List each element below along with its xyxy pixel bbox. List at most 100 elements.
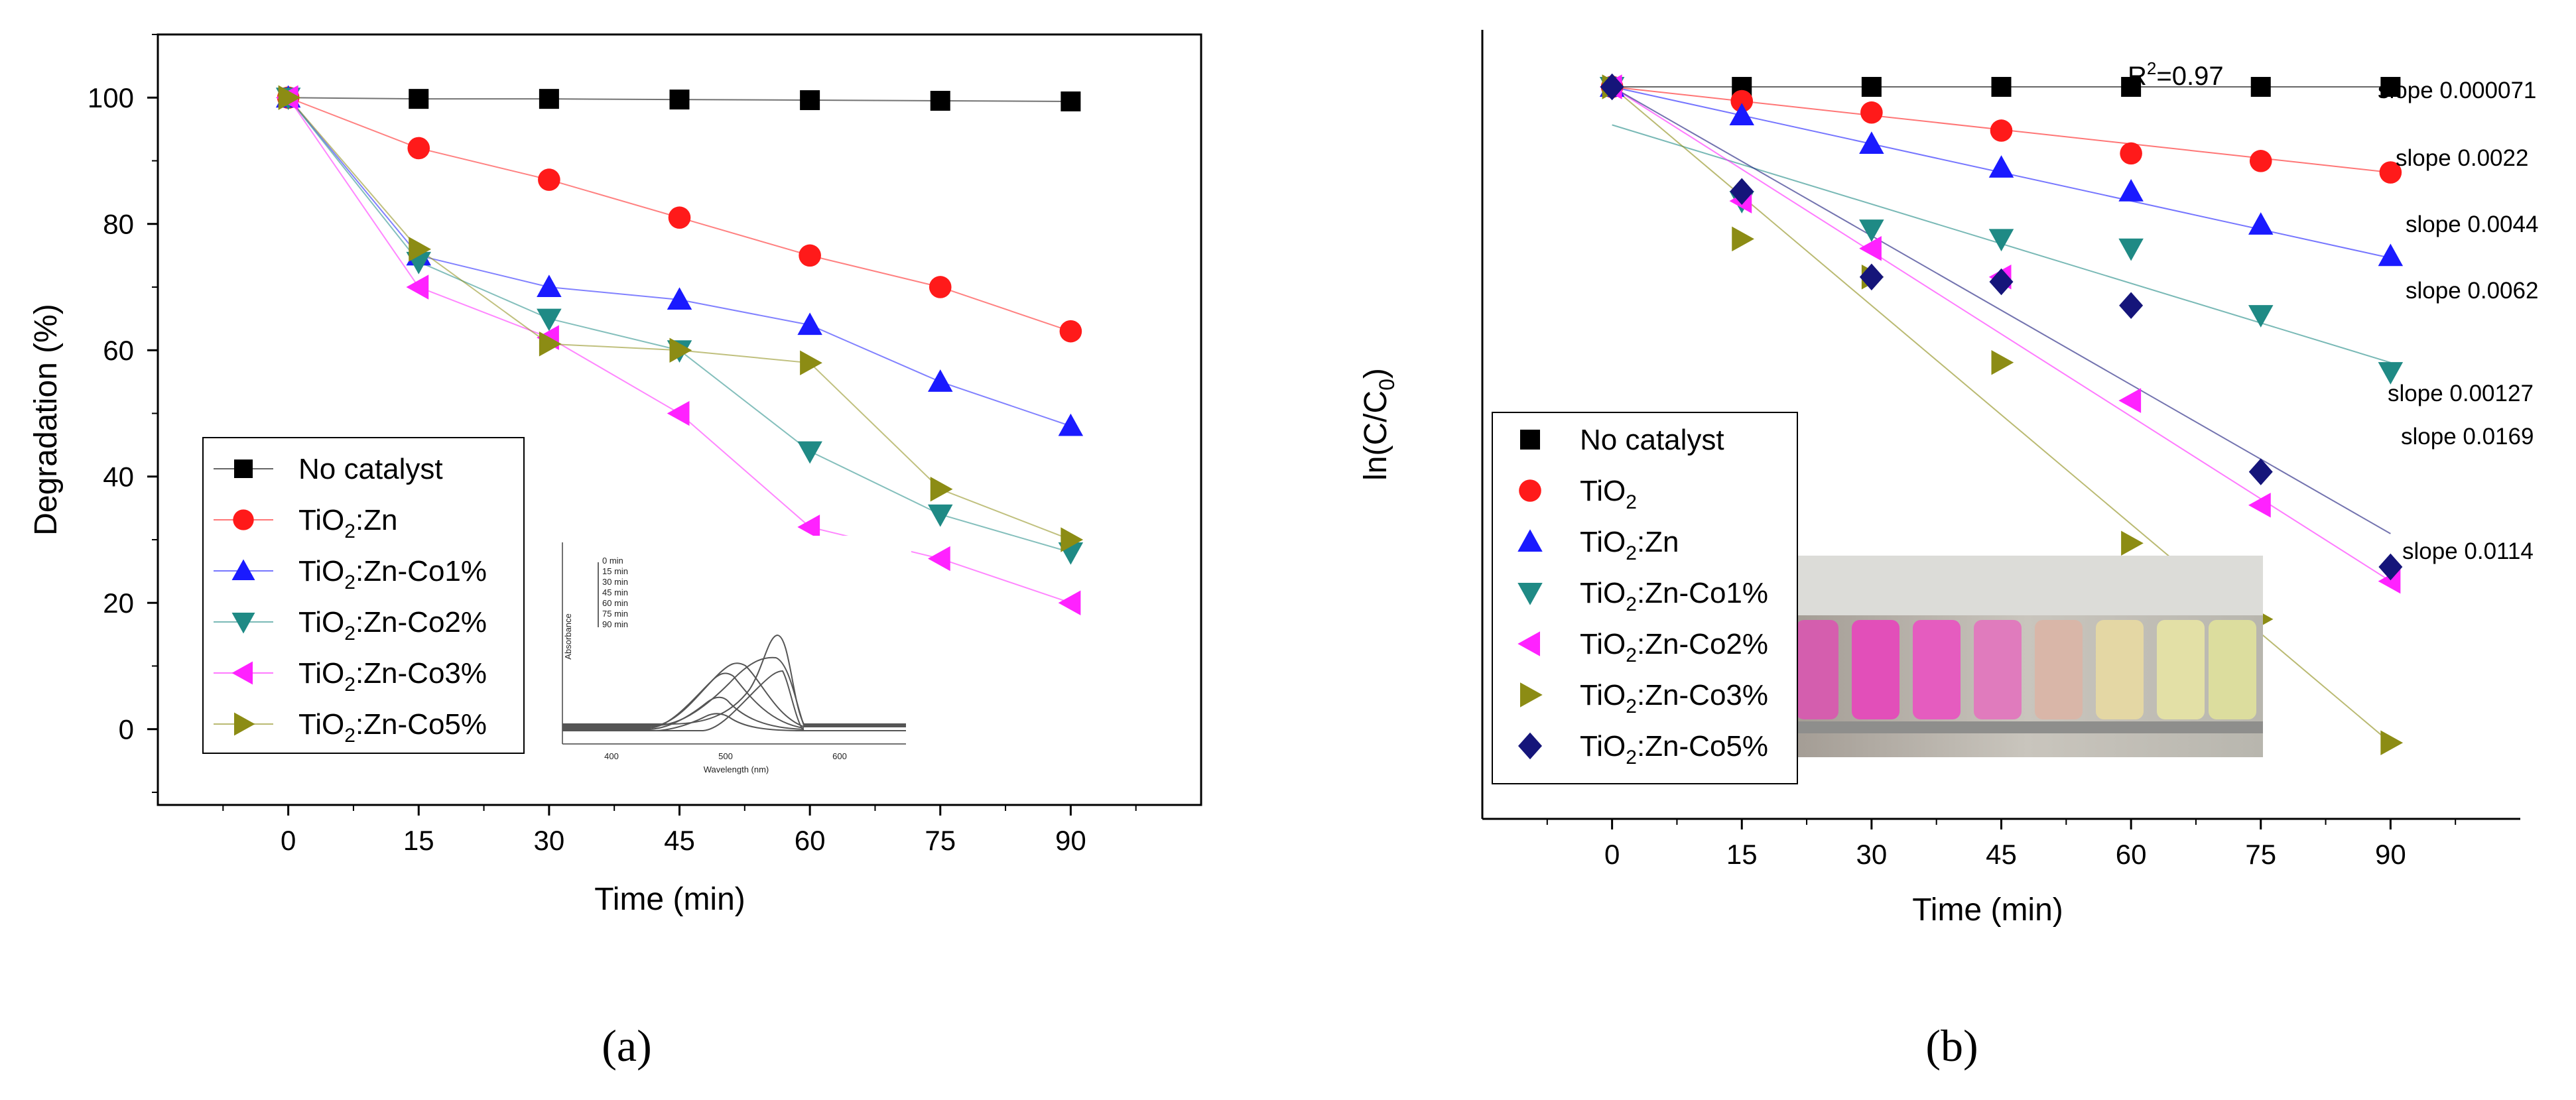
vial-8 (2209, 620, 2256, 719)
legend-label-b-2: TiO2:Zn (1580, 526, 1679, 564)
data-point-a-2-3 (667, 287, 692, 310)
data-point-a-4-5 (928, 546, 950, 572)
slope-label-3: slope 0.0062 (2406, 278, 2538, 304)
legend-a: No catalyst TiO2:Zn TiO2:Zn-Co1% TiO2:Zn-Co… (202, 437, 525, 754)
inset-xtick-500: 500 (718, 751, 733, 761)
x-tick-label-a: 60 (795, 825, 826, 856)
data-point-b-3-2 (1859, 219, 1884, 242)
data-point-a-0-3 (669, 90, 690, 110)
data-point-a-3-4 (797, 441, 822, 464)
vial-4 (1974, 620, 2022, 719)
data-point-a-2-4 (797, 312, 822, 336)
panel-label-b: (b) (1925, 1020, 1978, 1071)
legend-marker-a-1 (233, 509, 254, 530)
data-point-a-1-1 (407, 137, 430, 160)
photo-vials (1796, 620, 2256, 719)
legend-marker-a-3 (231, 613, 255, 634)
r-squared-annotation: R2=0.97 (2128, 58, 2224, 91)
data-point-a-0-5 (930, 91, 950, 111)
data-point-a-4-6 (1058, 590, 1081, 615)
data-point-a-0-1 (409, 89, 429, 109)
legend-label-a-5: TiO2:Zn-Co5% (298, 708, 487, 747)
legend-marker-a-2 (231, 559, 255, 580)
y-tick-label-a: 0 (119, 714, 134, 745)
data-point-b-6-1 (1730, 178, 1754, 205)
data-point-b-0-5 (2250, 77, 2271, 97)
slope-label-0: slope 0.000071 (2378, 78, 2536, 103)
data-point-b-0-4 (2121, 77, 2142, 97)
axes-a: 0 15 30 45 60 75 90 0 20 40 60 80 100 (88, 34, 1137, 856)
data-point-b-5-3 (1991, 350, 2014, 375)
legend-marker-a-0 (234, 459, 253, 478)
legend-marker-a-5 (234, 712, 255, 736)
data-point-a-4-4 (797, 515, 820, 540)
legend-marker-b-2 (1517, 529, 1543, 552)
data-point-a-4-1 (406, 275, 429, 300)
data-point-b-2-5 (2248, 212, 2274, 235)
data-point-b-4-5 (2248, 493, 2271, 518)
y-tick-label-a: 80 (103, 209, 134, 240)
data-point-b-5-6 (2380, 730, 2404, 756)
data-point-b-3-6 (2378, 362, 2404, 385)
inset-legend-5: 75 min (602, 609, 628, 619)
data-point-a-1-4 (799, 244, 821, 267)
x-tick-label-a: 15 (403, 825, 434, 856)
data-point-b-0-6 (2380, 77, 2401, 97)
legend-marker-b-1 (1519, 479, 1541, 502)
data-point-b-0-2 (1861, 77, 1882, 97)
legend-box-a (202, 437, 525, 754)
data-point-a-5-5 (930, 477, 953, 502)
inset-legend-2: 30 min (602, 577, 628, 587)
inset-spectrum: Absorbance Wavelength (nm) 400 500 600 0… (556, 536, 911, 786)
data-point-a-2-5 (928, 369, 953, 392)
x-tick-label-b: 60 (2116, 839, 2147, 870)
inset-background (556, 536, 911, 786)
data-point-b-3-4 (2118, 238, 2144, 261)
photo-rack-bar (1791, 721, 2263, 733)
y-tick-label-a: 60 (103, 335, 134, 366)
data-point-b-2-6 (2378, 243, 2404, 267)
x-tick-label-b: 30 (1856, 839, 1888, 870)
data-point-b-3-3 (1988, 229, 2014, 252)
legend-label-a-3: TiO2:Zn-Co2% (298, 606, 487, 644)
legend-marker-a-4 (231, 661, 253, 685)
series-line-a-2 (287, 97, 1071, 427)
x-axis-title-a: Time (min) (594, 882, 745, 917)
data-point-b-3-5 (2248, 305, 2274, 328)
data-point-a-2-2 (537, 275, 562, 297)
panel-label-a: (a) (602, 1020, 651, 1071)
vial-5 (2035, 620, 2083, 719)
data-point-b-5-1 (1732, 226, 1754, 252)
data-point-a-5-3 (669, 337, 692, 363)
slope-labels-b: slope 0.000071 slope 0.0022 slope 0.0044 sl… (2378, 78, 2538, 564)
data-point-b-5-4 (2121, 530, 2144, 556)
inset-spectra-curves (562, 634, 906, 731)
vial-1 (1796, 620, 1838, 719)
legend-label-b-5: TiO2:Zn-Co3% (1580, 679, 1768, 717)
data-point-b-2-3 (1988, 155, 2014, 178)
slope-label-4: slope 0.0169 (2401, 424, 2534, 450)
legend-label-b-1: TiO2 (1580, 475, 1637, 513)
legend-label-b-0: No catalyst (1580, 424, 1724, 456)
vials-photo (1791, 556, 2263, 757)
data-point-a-5-4 (800, 350, 822, 376)
x-tick-label-b: 15 (1726, 839, 1758, 870)
legend-label-b-3: TiO2:Zn-Co1% (1580, 577, 1768, 615)
legend-marker-b-0 (1520, 430, 1540, 450)
inset-legend-6: 90 min (602, 619, 628, 629)
legend-label-b-4: TiO2:Zn-Co2% (1580, 628, 1768, 666)
legend-marker-b-3 (1517, 583, 1543, 605)
legend-label-a-4: TiO2:Zn-Co3% (298, 657, 487, 696)
data-point-b-2-2 (1859, 131, 1884, 154)
legend-marker-b-4 (1517, 631, 1540, 656)
data-point-b-2-4 (2118, 178, 2144, 202)
inset-xtick-400: 400 (604, 751, 619, 761)
legend-marker-b-5 (1520, 682, 1543, 707)
x-tick-label-a: 75 (925, 825, 956, 856)
data-point-b-2-1 (1729, 103, 1754, 126)
data-point-b-6-3 (1989, 268, 2014, 296)
inset-xtick-600: 600 (832, 751, 847, 761)
vial-2 (1852, 620, 1900, 719)
inset-legend-3: 45 min (602, 587, 628, 597)
x-axis-title-b: Time (min) (1912, 892, 2063, 928)
